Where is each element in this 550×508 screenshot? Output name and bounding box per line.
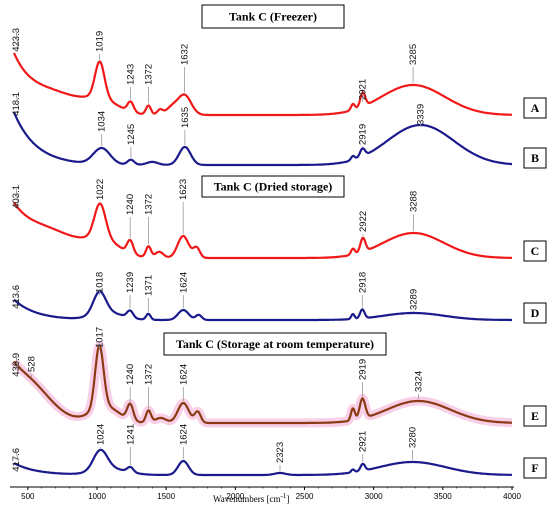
series-E-peak-label: 1372 — [143, 364, 154, 385]
series-F-peak-label: 3280 — [407, 427, 418, 448]
series-D-start-tick — [15, 286, 19, 297]
series-A-peak-label: 1243 — [126, 64, 137, 85]
series-E-line — [13, 344, 513, 425]
series-B-letter-box — [523, 147, 547, 169]
group-title-1: Tank C (Freezer) — [229, 10, 317, 24]
series-D-line — [13, 290, 513, 322]
x-tick-label: 1500 — [157, 492, 175, 501]
series-D-peak-label: 1371 — [143, 275, 154, 296]
series-B-letter: B — [531, 151, 539, 165]
series-A-letter: A — [531, 101, 540, 115]
x-tick-label: 500 — [21, 492, 35, 501]
x-tick-label: 3000 — [365, 492, 383, 501]
group-title-box-1 — [201, 4, 345, 29]
series-B-start-label: 418.1 — [11, 92, 22, 116]
series-F-start-tick — [15, 449, 19, 462]
series-B-peak-label: 1245 — [126, 124, 137, 145]
series-C-peak-label: 1240 — [125, 194, 136, 215]
series-A-line — [12, 52, 513, 117]
series-C-peak-label: 1372 — [143, 194, 154, 215]
series-E-letter-box — [523, 405, 547, 427]
series-D-letter: D — [531, 306, 540, 320]
series-E-start-tick — [15, 354, 19, 372]
series-E-peak-label: 1240 — [125, 364, 136, 385]
series-F-letter-box — [523, 457, 547, 479]
series-C-peak-label: 1022 — [95, 179, 106, 200]
series-A-peak-label: 2921 — [358, 79, 369, 100]
series-D-peak-label: 1239 — [125, 272, 136, 293]
series-D-start-label: 413.6 — [11, 285, 22, 309]
series-F-peak-label: 2323 — [275, 442, 286, 463]
group-title-box-3 — [163, 332, 387, 356]
group-title-2: Tank C (Dried storage) — [214, 180, 333, 194]
series-B-start-tick — [15, 93, 19, 104]
series-D-peak-label: 2918 — [357, 272, 368, 293]
series-C-start-label: 403.1 — [11, 185, 22, 209]
x-tick-label: 2000 — [226, 492, 244, 501]
series-D-peak-label: 1018 — [94, 272, 105, 293]
series-C-peak-label: 2922 — [358, 211, 369, 232]
series-E-start-label: 436.9 — [11, 353, 22, 377]
series-E-letter: E — [531, 409, 539, 423]
series-E-peak-label: 1624 — [178, 364, 189, 385]
series-C-peak-label: 1623 — [178, 179, 189, 200]
series-E-peak-label: 1017 — [94, 327, 105, 348]
group-title-box-2 — [201, 175, 345, 198]
series-A-peak-label: 3285 — [408, 44, 419, 65]
x-tick-label: 3500 — [434, 492, 452, 501]
x-axis-label-close: ] — [286, 494, 289, 504]
series-B-peak-label: 3339 — [416, 104, 427, 125]
x-axis-label: Wavenumbers [cm-1] — [213, 492, 289, 504]
x-axis-label-main: Wavenumbers [cm — [213, 494, 281, 504]
series-A-peak-label: 1019 — [95, 31, 106, 52]
series-D-letter-box — [523, 302, 547, 324]
series-B-peak-label: 1635 — [180, 107, 191, 128]
series-F-peak-label: 1241 — [125, 424, 136, 445]
series-A-letter-box — [523, 97, 547, 119]
x-tick-label: 1000 — [88, 492, 106, 501]
series-E-peak-label: 3324 — [413, 371, 424, 392]
series-F-letter: F — [531, 461, 538, 475]
series-F-line — [13, 448, 513, 477]
x-axis-label-sup: -1 — [281, 492, 287, 500]
series-E-peak-label: 2919 — [357, 359, 368, 380]
group-title-3: Tank C (Storage at room temperature) — [176, 337, 374, 351]
series-B-line — [12, 111, 513, 167]
series-A-peak-label: 1632 — [179, 44, 190, 65]
x-tick-label: 2500 — [296, 492, 314, 501]
series-C-peak-label: 3288 — [409, 191, 420, 212]
series-B-peak-label: 2919 — [357, 124, 368, 145]
series-C-line — [13, 201, 513, 260]
series-C-start-tick — [15, 186, 19, 208]
series-A-peak-label: 1372 — [143, 64, 154, 85]
series-B-peak-label: 1034 — [97, 111, 108, 132]
series-F-peak-label: 1624 — [178, 424, 189, 445]
series-F-start-label: 417.6 — [11, 448, 22, 472]
series-F-peak-label: 1024 — [95, 424, 106, 445]
series-D-peak-label: 3289 — [409, 289, 420, 310]
series-A-start-label: 423.3 — [11, 28, 22, 52]
series-C-letter: C — [531, 244, 540, 258]
series-A-start-tick — [15, 29, 19, 49]
x-tick-label: 4000 — [503, 492, 521, 501]
series-D-peak-label: 1624 — [178, 272, 189, 293]
series-F-peak-label: 2921 — [358, 431, 369, 452]
series-E-peak-label: 528 — [27, 356, 38, 372]
series-C-letter-box — [523, 240, 547, 262]
